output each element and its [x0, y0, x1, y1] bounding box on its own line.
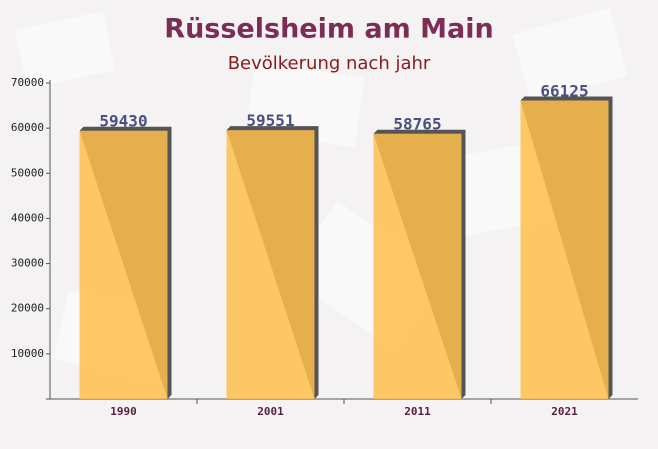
value-label: 59430 [99, 112, 147, 131]
x-tick-label: 2001 [257, 405, 284, 418]
bar [520, 100, 609, 399]
value-label: 59551 [246, 111, 294, 130]
chart-title: Rüsselsheim am Main [164, 14, 493, 45]
x-tick-label: 1990 [110, 405, 137, 418]
y-tick-label: 20000 [11, 302, 44, 315]
bar [373, 133, 462, 399]
y-tick-label: 40000 [11, 211, 44, 224]
value-label: 66125 [540, 81, 588, 100]
y-tick-label: 30000 [11, 257, 44, 270]
value-label: 58765 [393, 115, 441, 134]
bar [79, 130, 168, 399]
y-tick-label: 70000 [11, 76, 44, 89]
chart-subtitle: Bevölkerung nach jahr [228, 53, 431, 74]
bar [226, 130, 315, 399]
y-tick-label: 50000 [11, 166, 44, 179]
x-tick-label: 2011 [404, 405, 431, 418]
y-tick-label: 10000 [11, 347, 44, 360]
x-tick-label: 2021 [551, 405, 578, 418]
y-tick-label: 60000 [11, 121, 44, 134]
